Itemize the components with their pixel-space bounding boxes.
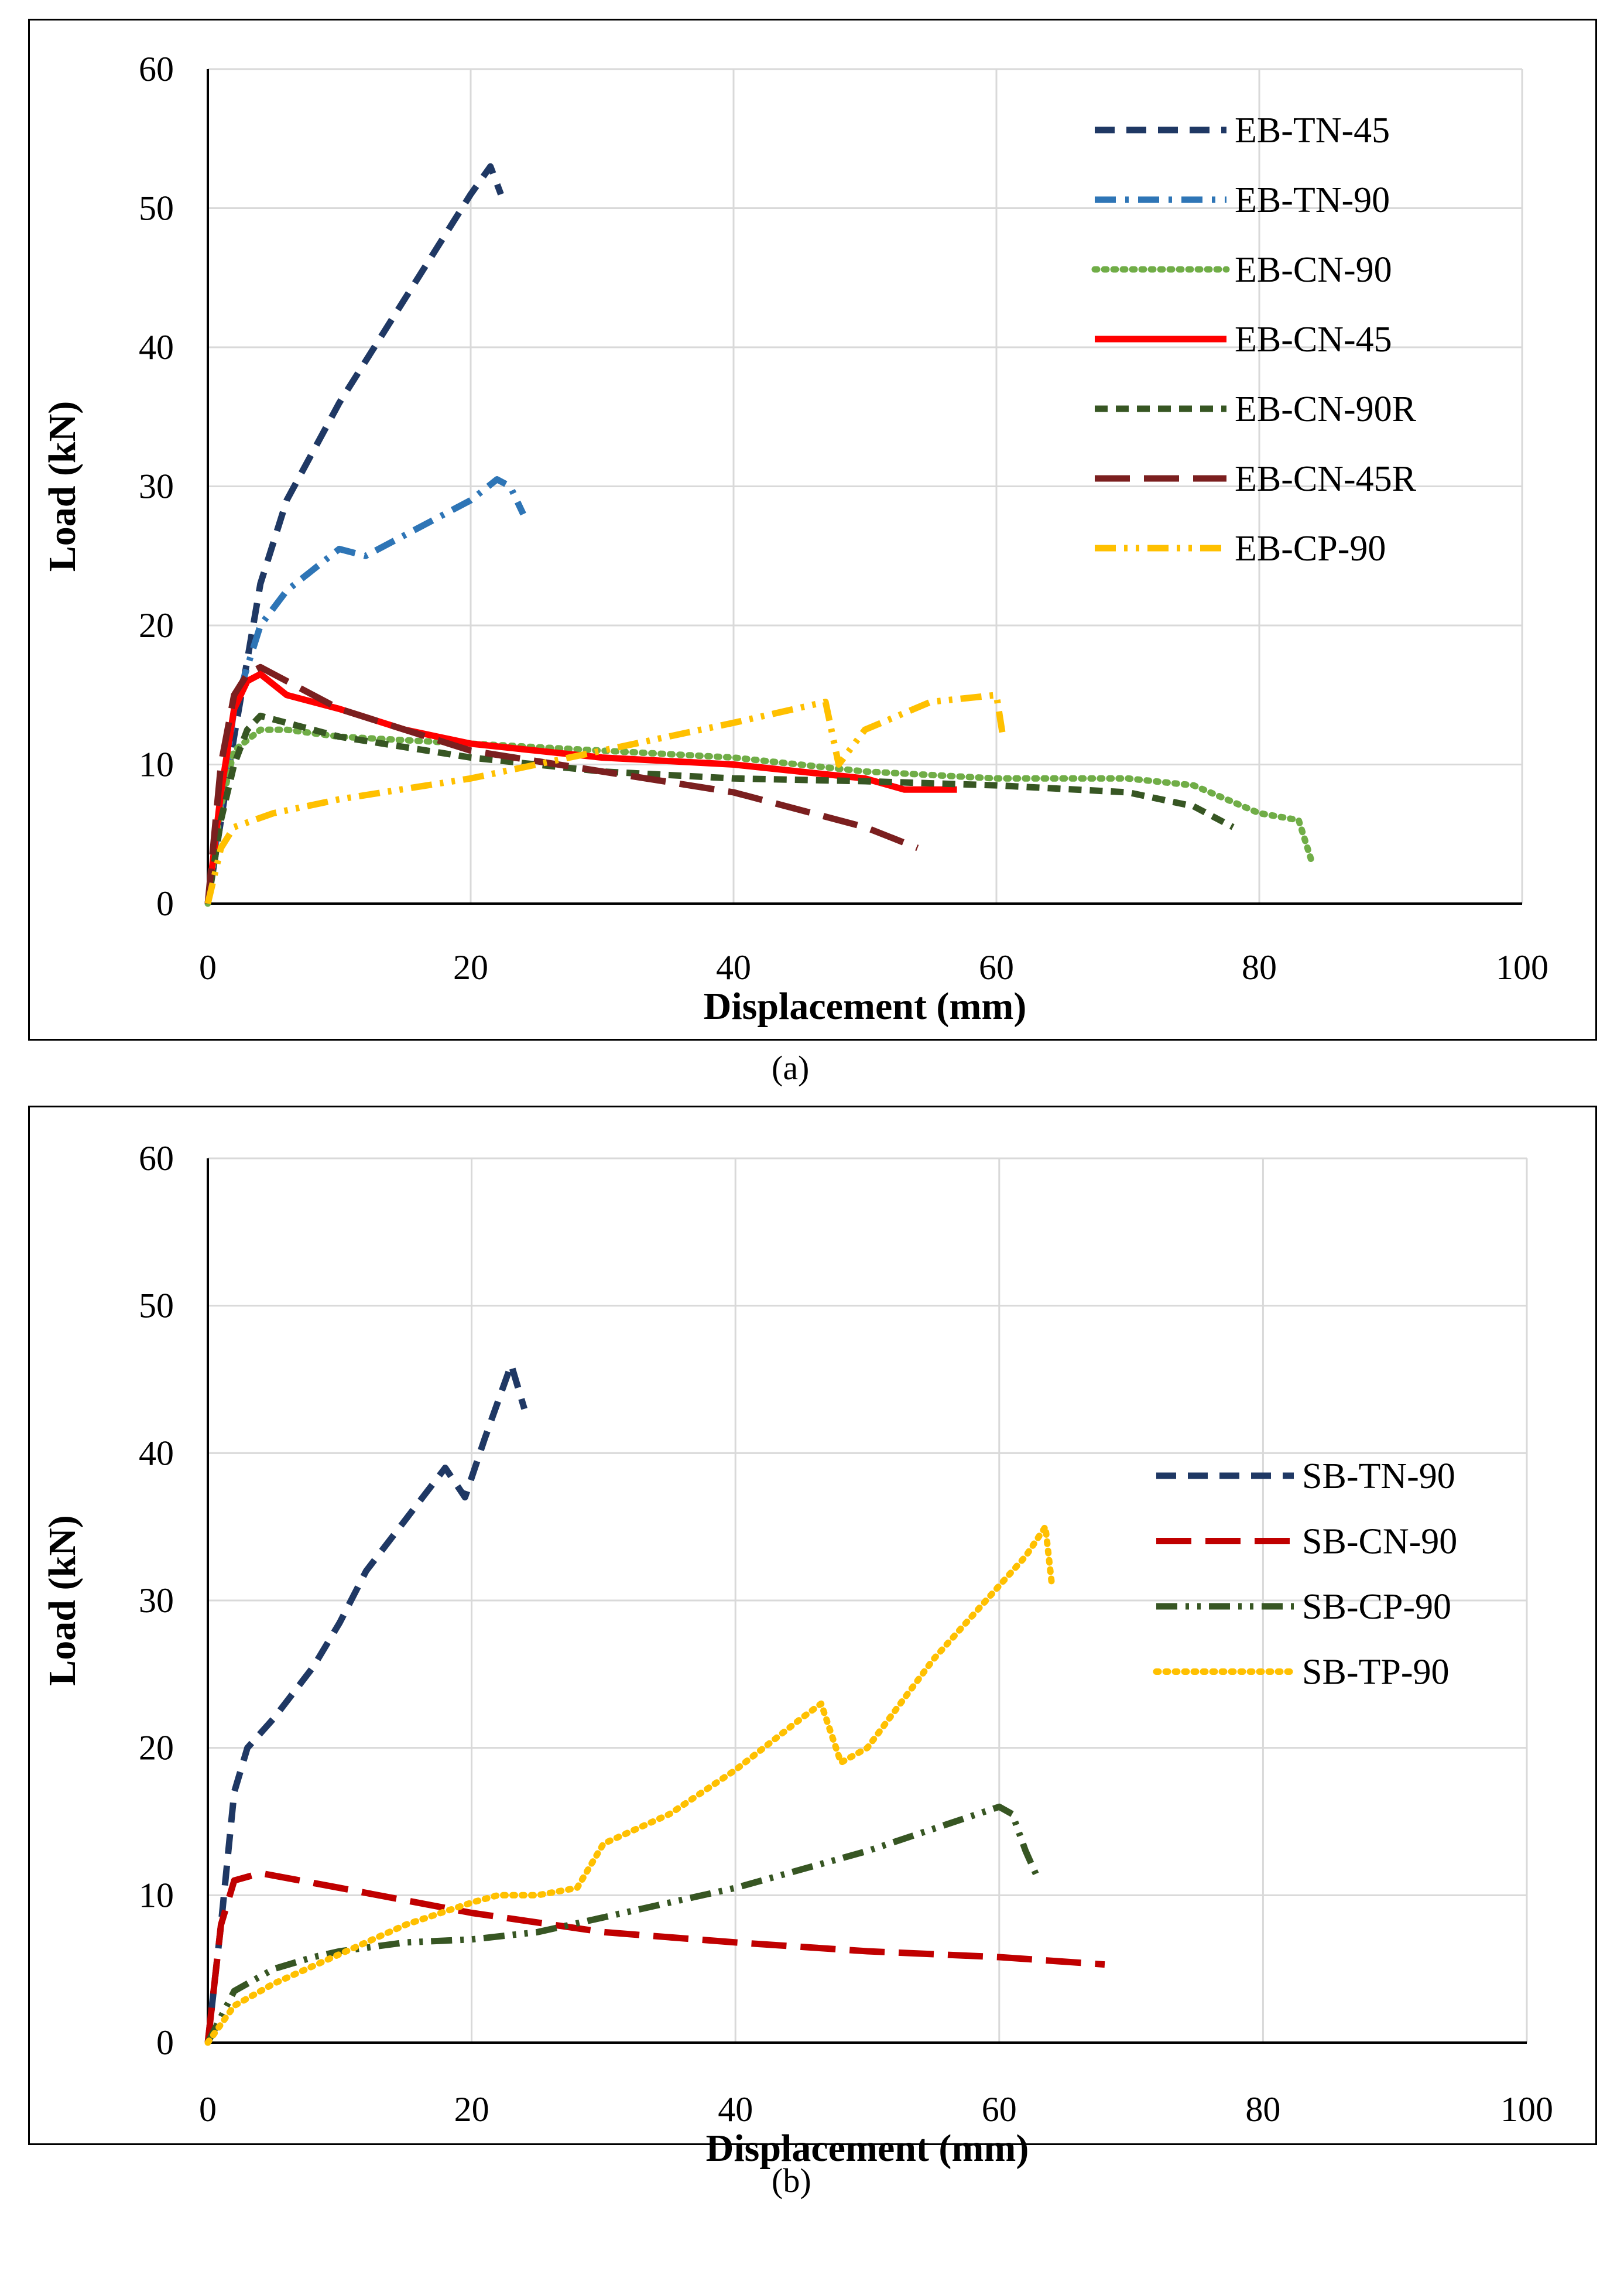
panel-b-legend-label-sb-cp-90: SB-CP-90 [1302,1587,1451,1627]
panel-b-y-tick-label: 20 [139,1729,174,1767]
panel-b-y-tick-label: 50 [139,1287,174,1325]
panel-a-series-eb-cn-90r [204,712,1235,904]
panel-a-x-tick-label: 100 [1496,948,1548,987]
panel-a-legend-label-eb-tn-45: EB-TN-45 [1235,111,1390,151]
panel-a-legend-label-eb-cn-90: EB-CN-90 [1235,250,1392,290]
panel-b-y-tick-label: 60 [139,1139,174,1178]
panel-a-y-tick-label: 30 [139,467,174,506]
panel-b-x-tick-label: 40 [718,2090,753,2129]
panel-b-y-tick-label: 0 [156,2023,174,2062]
panel-b-y-tick-label: 40 [139,1434,174,1472]
panel-a-y-tick-label: 40 [139,328,174,367]
panel-a-y-tick-label: 20 [139,606,174,645]
panel-b-legend-label-sb-tn-90: SB-TN-90 [1302,1456,1455,1496]
panel-b-series-sb-tn-90 [204,1361,527,2043]
caption-a: (a) [772,1049,810,1087]
panel-b-x-tick-label: 100 [1500,2090,1553,2129]
panel-b-x-tick-label: 0 [199,2090,217,2129]
panel-a-x-tick-label: 60 [979,948,1014,987]
caption-b: (b) [772,2161,811,2200]
panel-a-series-eb-tn-90 [204,476,526,904]
chart-panel-a-frame [28,19,1597,1041]
panel-a-series-eb-cp-90 [204,692,1006,905]
panel-b-series-sb-tp-90 [204,1523,1056,2046]
panel-b-x-tick-label: 60 [982,2090,1017,2129]
panel-b-series-sb-cp-90 [205,1803,1042,2044]
panel-a-series-eb-cn-90 [204,726,1315,907]
panel-b-series-sb-cn-90 [204,1870,1105,2043]
panel-a-x-tick-label: 80 [1242,948,1277,987]
panel-a-legend-label-eb-tn-90: EB-TN-90 [1235,180,1390,220]
panel-a-series-eb-cn-45r [204,663,919,904]
panel-a-y-tick-label: 0 [156,884,174,923]
panel-a-legend-label-eb-cn-45: EB-CN-45 [1235,320,1392,360]
panel-a-legend-label-eb-cn-90r: EB-CN-90R [1235,389,1417,429]
panel-a-y-tick-label: 10 [139,745,174,784]
panel-a-series-eb-tn-45 [204,163,504,904]
panel-b-x-tick-label: 80 [1245,2090,1280,2129]
chart-panel-b-frame [28,1106,1597,2145]
panel-b-x-axis-title: Displacement (mm) [706,2127,1029,2170]
panel-a-x-tick-label: 20 [453,948,488,987]
panel-a-y-tick-label: 50 [139,189,174,228]
panel-a-x-axis-title: Displacement (mm) [704,985,1027,1028]
panel-a-x-tick-label: 0 [199,948,217,987]
panel-a-y-tick-label: 60 [139,50,174,88]
panel-a-legend-label-eb-cp-90: EB-CP-90 [1235,529,1386,569]
panel-b-legend-label-sb-cn-90: SB-CN-90 [1302,1522,1457,1562]
panel-a-series-eb-cn-45 [204,671,957,904]
panel-b-y-tick-label: 30 [139,1581,174,1620]
panel-a-y-axis-title: Load (kN) [41,401,84,572]
panel-b-x-tick-label: 20 [454,2090,489,2129]
panel-b-legend-label-sb-tp-90: SB-TP-90 [1302,1653,1449,1692]
panel-b-y-tick-label: 10 [139,1876,174,1914]
panel-a-x-tick-label: 40 [716,948,751,987]
panel-a-legend-label-eb-cn-45r: EB-CN-45R [1235,459,1417,499]
panel-b-y-axis-title: Load (kN) [41,1515,84,1686]
